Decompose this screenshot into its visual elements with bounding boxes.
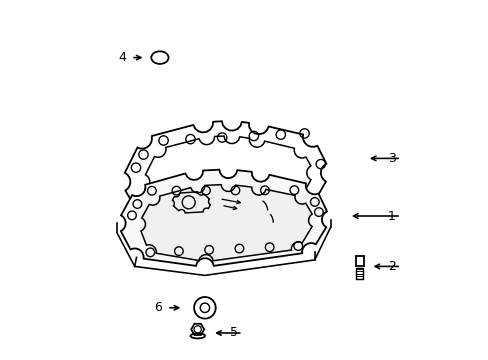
Text: 4: 4 [118, 51, 126, 64]
Text: 1: 1 [387, 210, 395, 222]
Bar [355, 256, 363, 266]
Text: 6: 6 [154, 301, 162, 314]
Polygon shape [121, 170, 326, 266]
Text: 5: 5 [229, 327, 237, 339]
Polygon shape [141, 185, 311, 261]
Text: 3: 3 [387, 152, 395, 165]
Text: 2: 2 [387, 260, 395, 273]
Bar [356, 268, 362, 279]
